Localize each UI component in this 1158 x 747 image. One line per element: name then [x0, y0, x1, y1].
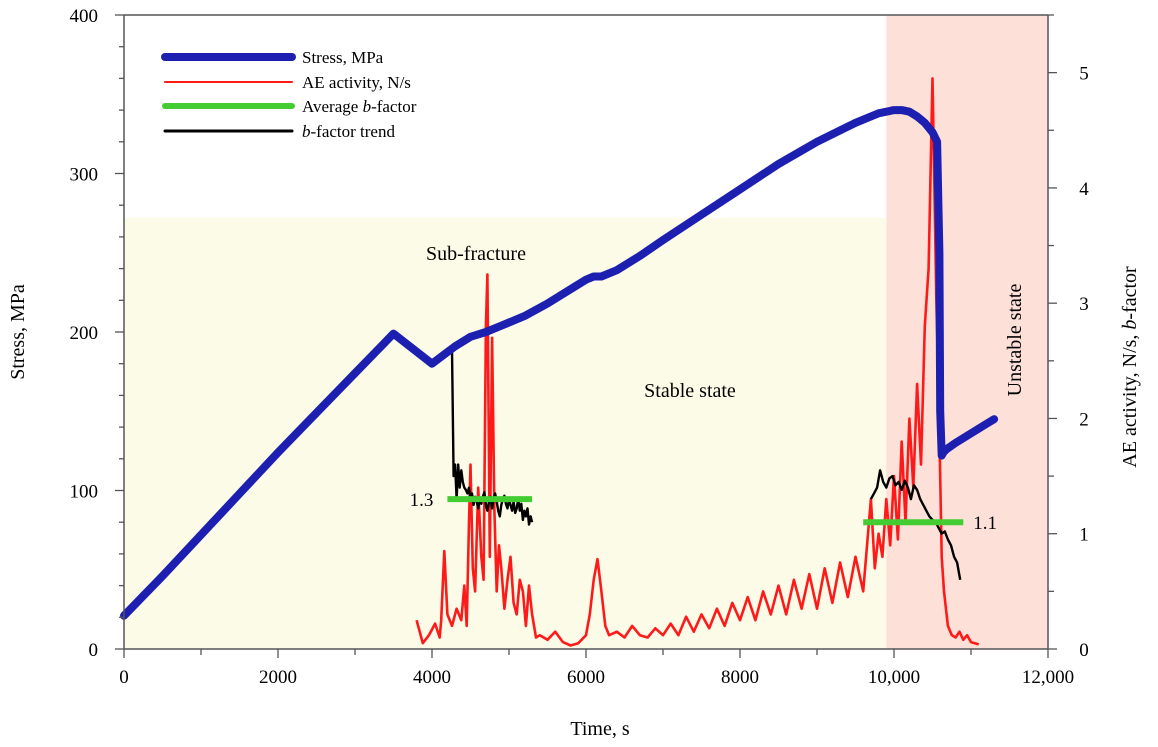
legend-label-ae-activity: AE activity, N/s — [302, 73, 411, 92]
x-tick-label: 10,000 — [868, 667, 920, 688]
stress-line — [120, 106, 999, 620]
x-tick-label: 8000 — [721, 667, 759, 688]
legend-label-part: AE activity, N/s — [302, 73, 411, 92]
legend-label-average-b-factor: Average b-factor — [302, 97, 417, 116]
y-left-tick-label: 200 — [70, 323, 99, 344]
unstable-state-region — [886, 15, 1048, 649]
x-tick-label: 6000 — [567, 667, 605, 688]
y-left-tick-label: 0 — [89, 640, 99, 661]
legend-label-part: Stress, MPa — [302, 48, 384, 67]
tick-labels: 0 2000 4000 6000 8000 10,000 12,00001002003004… — [70, 6, 1090, 688]
y-axis-right-title-part: b — [1119, 320, 1141, 330]
stable-state-annotation: Stable state — [644, 380, 736, 402]
y-left-tick-label: 300 — [70, 165, 99, 186]
y-right-tick-label: 3 — [1079, 294, 1089, 315]
y-axis-left-title: Stress, MPa — [7, 284, 29, 380]
y-axis-right-title-part: -factor — [1119, 266, 1141, 320]
legend-label-b-factor-trend: b-factor trend — [302, 122, 395, 141]
axis-ticks — [115, 14, 1057, 658]
legend-label-part: -factor — [371, 97, 417, 116]
y-right-tick-label: 4 — [1079, 179, 1089, 200]
y-right-tick-label: 0 — [1079, 640, 1089, 661]
x-tick-label: 4000 — [413, 667, 451, 688]
plot-regions — [124, 15, 1048, 649]
legend-label-part: b — [363, 97, 372, 116]
stable-state-region — [124, 217, 887, 649]
average-b-factor-right-value: 1.1 — [973, 513, 997, 534]
legend-label-part: -factor trend — [311, 122, 396, 141]
y-right-tick-label: 5 — [1079, 64, 1089, 85]
y-axis-right-title-part: AE activity, N/s, — [1119, 330, 1141, 468]
legend: Stress, MPa AE activity, N/s Average b-f… — [161, 48, 417, 141]
b-factor-trend-right-line — [869, 469, 962, 581]
legend-label-stress: Stress, MPa — [302, 48, 384, 67]
unstable-state-annotation: Unstable state — [1004, 284, 1026, 397]
y-left-tick-label: 100 — [70, 482, 99, 503]
average-b-factor-left-value: 1.3 — [410, 490, 434, 511]
y-left-tick-label: 400 — [70, 6, 99, 27]
legend-label-part: Average — [302, 97, 363, 116]
y-axis-right-title: AE activity, N/s, b-factor — [1119, 266, 1141, 468]
x-tick-label: 12,000 — [1022, 667, 1074, 688]
b-factor-trend-left-line — [450, 349, 534, 526]
legend-label-part: b — [302, 122, 311, 141]
x-tick-label: 0 — [119, 667, 129, 688]
y-right-tick-label: 2 — [1079, 409, 1089, 430]
x-axis-title: Time, s — [570, 718, 630, 740]
series-layer — [120, 77, 999, 647]
y-right-tick-label: 1 — [1079, 525, 1089, 546]
ae-activity-line — [415, 77, 980, 647]
sub-fracture-annotation: Sub-fracture — [426, 243, 526, 265]
x-tick-label: 2000 — [259, 667, 297, 688]
